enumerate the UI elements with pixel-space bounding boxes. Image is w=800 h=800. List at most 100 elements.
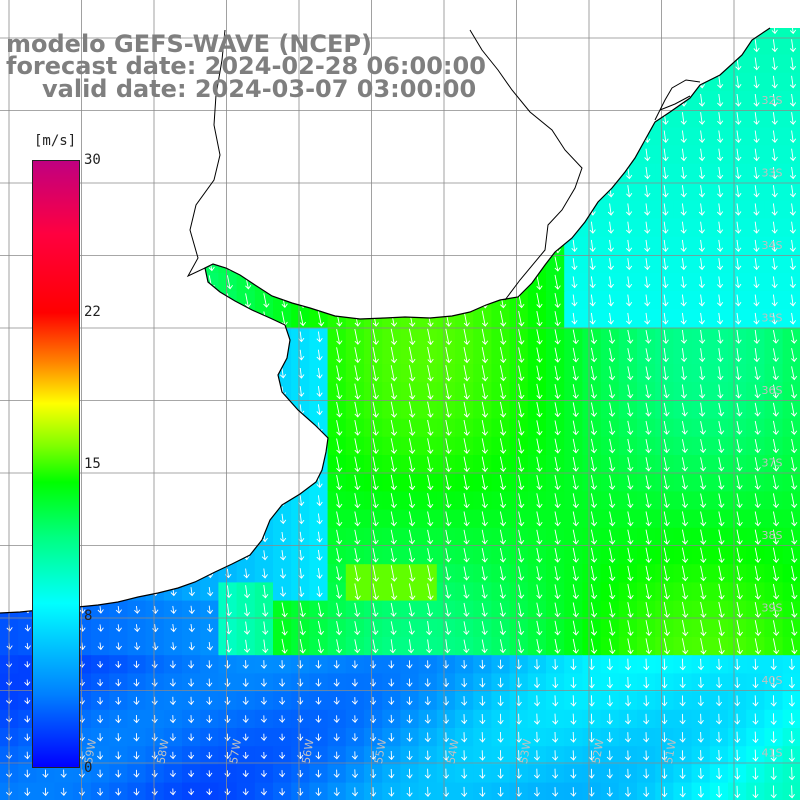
wind-speed-cell <box>364 637 383 656</box>
wind-arrow <box>624 732 632 743</box>
wind-arrow <box>789 185 797 198</box>
wind-arrow <box>390 583 398 600</box>
wind-speed-cell <box>728 491 747 511</box>
wind-arrow <box>390 456 398 473</box>
wind-arrow <box>298 531 305 543</box>
wind-arrow <box>388 714 395 724</box>
wind-arrow <box>718 565 725 582</box>
wind-speed-cell <box>618 509 638 529</box>
wind-arrow <box>662 294 669 307</box>
wind-speed-cell <box>691 327 711 347</box>
wind-speed-cell <box>345 491 365 511</box>
wind-arrow <box>24 733 31 742</box>
wind-arrow <box>570 658 577 671</box>
wind-arrow <box>133 678 140 687</box>
wind-arrow <box>716 312 724 325</box>
wind-speed-cell <box>728 145 747 165</box>
wind-arrow <box>518 365 525 382</box>
wind-arrow <box>754 457 761 472</box>
wind-arrow <box>552 677 559 689</box>
wind-arrow <box>606 713 613 725</box>
wind-arrow <box>169 678 176 687</box>
wind-arrow <box>789 221 796 234</box>
wind-speed-cell <box>746 473 765 492</box>
wind-arrow <box>390 602 397 617</box>
wind-speed-cell <box>564 418 583 438</box>
wind-arrow <box>515 695 522 707</box>
wind-arrow <box>335 639 343 654</box>
wind-speed-cell <box>509 473 529 492</box>
wind-arrow <box>607 276 614 289</box>
wind-arrow <box>224 715 231 724</box>
wind-arrow <box>753 239 760 252</box>
wind-arrow <box>736 529 743 545</box>
wind-speed-cell <box>709 364 729 383</box>
wind-speed-cell <box>546 564 565 583</box>
wind-arrow <box>515 750 522 761</box>
wind-arrow <box>735 294 742 307</box>
wind-arrow <box>115 624 122 632</box>
wind-speed-cell <box>637 418 656 438</box>
wind-arrow <box>497 750 504 761</box>
wind-speed-cell <box>582 436 602 456</box>
wind-speed-cell <box>564 364 583 383</box>
wind-speed-cell <box>546 273 565 292</box>
wind-speed-cell <box>728 382 747 401</box>
wind-speed-cell <box>527 473 547 492</box>
wind-arrow <box>554 475 561 490</box>
wind-arrow <box>298 586 305 598</box>
wind-arrow <box>445 365 452 382</box>
colorbar-unit: [m/s] <box>34 133 77 149</box>
wind-arrow <box>427 383 434 400</box>
wind-arrow <box>572 438 579 454</box>
wind-arrow <box>681 439 688 454</box>
wind-speed-cell <box>764 418 784 438</box>
wind-speed-cell <box>364 618 383 638</box>
wind-arrow <box>734 677 741 689</box>
wind-arrow <box>372 529 379 545</box>
wind-arrow <box>115 660 122 669</box>
wind-arrow <box>354 365 361 382</box>
wind-speed-cell <box>655 364 674 383</box>
wind-arrow <box>316 386 323 397</box>
wind-arrow <box>536 402 543 418</box>
wind-arrow <box>96 679 104 687</box>
wind-arrow <box>445 529 452 545</box>
wind-arrow <box>299 620 306 636</box>
wind-arrow <box>533 695 541 707</box>
wind-arrow <box>699 457 707 472</box>
wind-speed-cell <box>691 436 711 456</box>
wind-arrow <box>445 603 452 617</box>
wind-arrow <box>572 584 579 600</box>
wind-arrow <box>663 475 670 490</box>
wind-arrow <box>536 292 543 309</box>
wind-speed-cell <box>655 145 674 165</box>
model-title: modelo GEFS-WAVE (NCEP) <box>6 30 372 58</box>
wind-arrow <box>789 166 797 180</box>
wind-arrow <box>479 659 486 670</box>
wind-arrow <box>206 642 214 651</box>
wind-arrow <box>590 347 598 363</box>
wind-arrow <box>698 185 706 198</box>
wind-arrow <box>718 439 725 454</box>
wind-speed-cell <box>618 182 638 201</box>
wind-speed-cell <box>436 618 456 638</box>
wind-arrow <box>481 548 488 563</box>
wind-arrow <box>24 769 31 778</box>
wind-arrow <box>336 438 343 454</box>
wind-speed-cell <box>655 546 674 565</box>
wind-speed-cell <box>709 145 729 165</box>
wind-arrow <box>151 733 158 742</box>
wind-arrow <box>609 565 616 582</box>
wind-arrow <box>336 365 343 382</box>
lat-label: 35S <box>762 312 783 325</box>
wind-speed-cell <box>618 455 638 474</box>
wind-arrow <box>625 258 633 271</box>
wind-arrow <box>645 529 652 545</box>
wind-arrow <box>771 57 778 71</box>
wind-arrow <box>772 511 780 527</box>
wind-arrow <box>499 401 507 418</box>
wind-arrow <box>315 715 322 723</box>
wind-arrow <box>499 493 507 509</box>
